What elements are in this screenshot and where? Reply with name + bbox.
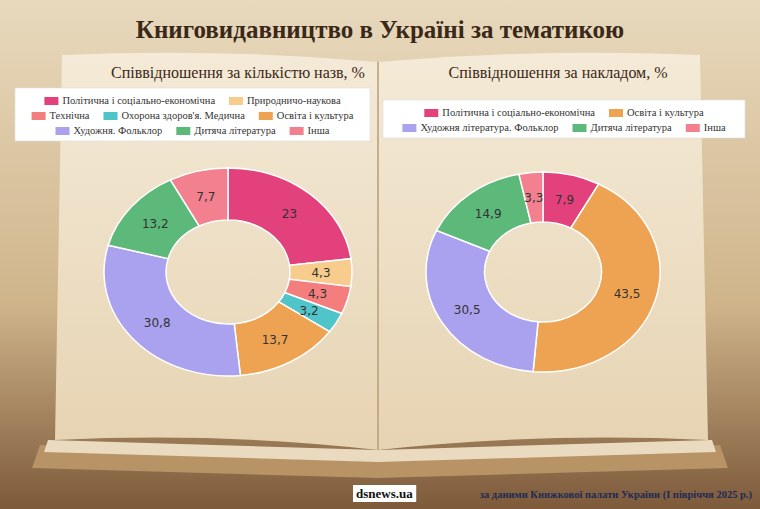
legend-label: Охорона здоров'я. Медична	[122, 110, 246, 121]
data-label: 3,2	[300, 304, 319, 318]
data-label: 43,5	[614, 287, 641, 301]
legend-label: Природничо-наукова	[247, 95, 341, 106]
slice	[437, 174, 531, 251]
site-bg	[353, 485, 416, 502]
slice	[519, 172, 543, 223]
data-label: 30,5	[454, 303, 481, 317]
slices	[104, 168, 352, 376]
legend-box	[15, 88, 370, 141]
slice	[170, 168, 228, 226]
source-note: за даними Книжкової палати України (І пі…	[480, 489, 753, 501]
legend-swatch	[44, 97, 58, 105]
legend-label: Політична і соціально-економічна	[62, 95, 215, 106]
chart: Співвідношення за кількістю назв, % Політ…	[15, 64, 370, 376]
main-title: Книговидавництво в Україні за тематикою	[136, 16, 624, 43]
legend-swatch	[259, 112, 273, 120]
chart-title: Співвідношення за накладом, %	[448, 64, 667, 82]
legend-item: Освіта і культура	[259, 110, 354, 121]
data-label: 14,9	[475, 207, 502, 221]
slice	[426, 230, 538, 371]
background	[0, 0, 760, 509]
chart-title: Співвідношення за кількістю назв, %	[111, 64, 365, 82]
legend-swatch	[176, 127, 190, 135]
legend-box	[383, 100, 745, 138]
slice	[234, 302, 329, 376]
legend-label: Інша	[704, 122, 726, 133]
data-label: 3,3	[524, 191, 543, 205]
legend-item: Технічна	[32, 110, 90, 121]
data-label: 4,3	[308, 287, 327, 301]
legend-swatch	[104, 112, 118, 120]
legend-item: Інша	[686, 122, 726, 133]
legend-label: Інша	[308, 125, 330, 136]
legend-item: Природничо-наукова	[229, 95, 341, 106]
data-label: 7,7	[196, 190, 215, 204]
legend-item: Художня. Фольклор	[56, 125, 163, 136]
site-name: dsnews.ua	[356, 486, 413, 501]
book-spine	[377, 62, 379, 450]
legend-swatch	[686, 124, 700, 132]
book-page-right	[378, 53, 708, 450]
legend-label: Освіта і культура	[277, 110, 354, 121]
legend-swatch	[573, 124, 587, 132]
legend-swatch	[609, 109, 623, 117]
canvas: Книговидавництво в Україні за тематикою С…	[0, 0, 760, 509]
legend-item: Художня література. Фольклор	[402, 122, 558, 133]
legend-label: Художня література. Фольклор	[420, 122, 558, 133]
legend-item: Дитяча література	[573, 122, 673, 133]
legend-item: Інша	[290, 125, 330, 136]
legend-swatch	[32, 112, 46, 120]
slice	[533, 184, 660, 372]
slice	[228, 168, 351, 265]
data-label: 7,9	[555, 193, 574, 207]
data-label: 4,3	[311, 266, 330, 280]
data-label: 13,7	[262, 333, 289, 347]
legend-swatch	[424, 109, 438, 117]
chart: Співвідношення за накладом, % Політична і…	[383, 64, 745, 372]
legend-label: Художня. Фольклор	[74, 125, 163, 136]
legend-swatch	[290, 127, 304, 135]
legend-swatch	[402, 124, 416, 132]
data-label: 30,8	[144, 316, 171, 330]
data-label: 23	[282, 207, 297, 221]
legend-item: Охорона здоров'я. Медична	[104, 110, 246, 121]
slices	[426, 172, 660, 372]
legend-item: Дитяча література	[176, 125, 276, 136]
legend-swatch	[56, 127, 70, 135]
data-labels: 23 4,3 4,3 3,2 13,7 30,8 13,2 7,7	[142, 190, 331, 347]
legend-label: Дитяча література	[591, 122, 673, 133]
legend-label: Технічна	[50, 110, 90, 121]
legend-swatch	[229, 97, 243, 105]
legend-label: Дитяча література	[194, 125, 276, 136]
slice	[104, 245, 240, 376]
data-label: 13,2	[142, 217, 169, 231]
legend-item: Освіта і культура	[609, 107, 704, 118]
legend-label: Політична і соціально-економічна	[442, 107, 595, 118]
legend-item: Політична і соціально-економічна	[424, 107, 595, 118]
legend-label: Освіта і культура	[627, 107, 704, 118]
data-labels: 7,9 43,5 30,5 14,9 3,3	[454, 191, 641, 317]
legend-item: Політична і соціально-економічна	[44, 95, 215, 106]
